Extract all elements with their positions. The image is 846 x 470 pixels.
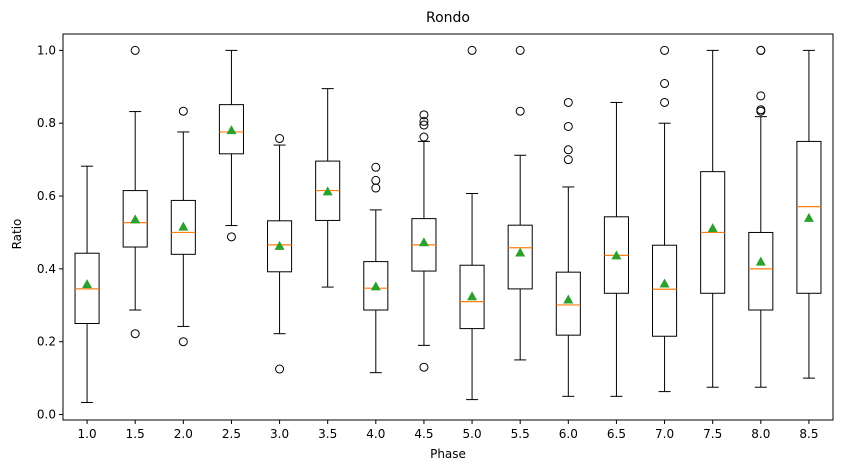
iqr-box xyxy=(363,261,389,311)
x-tick-label: 1.0 xyxy=(78,427,97,441)
iqr-box xyxy=(267,220,293,273)
y-axis-label: Ratio xyxy=(10,219,24,250)
x-tick-label: 4.0 xyxy=(366,427,385,441)
x-tick-label: 5.0 xyxy=(463,427,482,441)
mean-marker xyxy=(226,125,237,135)
iqr-box xyxy=(459,264,485,330)
mean-marker xyxy=(178,221,189,231)
box-1.0 xyxy=(74,165,100,404)
mean-marker xyxy=(82,279,93,289)
x-tick-label: 5.5 xyxy=(511,427,530,441)
box-4.0 xyxy=(363,162,389,374)
outlier-point xyxy=(563,121,573,131)
x-tick-label: 8.0 xyxy=(751,427,770,441)
y-tick-label: 0.4 xyxy=(37,262,56,276)
x-tick-label: 4.5 xyxy=(414,427,433,441)
mean-marker xyxy=(659,278,670,288)
iqr-box xyxy=(218,104,244,155)
y-tick-label: 0.0 xyxy=(37,408,56,422)
outlier-point xyxy=(660,45,670,55)
x-axis-label: Phase xyxy=(430,447,466,461)
outlier-point xyxy=(178,106,188,116)
box-1.5 xyxy=(122,45,148,339)
box-3.5 xyxy=(315,88,341,288)
outlier-point xyxy=(371,175,381,185)
outlier-point xyxy=(756,91,766,101)
plot-area: 0.0 0.2 0.4 0.6 0.8 1.0 1.0 1.5 2.0 2.5 3.0 3.5 4.0 4… xyxy=(37,33,834,441)
outlier-point xyxy=(660,97,670,107)
box-2.5 xyxy=(218,49,244,242)
outlier-point xyxy=(660,79,670,89)
y-tick-label: 0.2 xyxy=(37,335,56,349)
box-7.0 xyxy=(652,45,678,393)
box-8.5 xyxy=(796,49,822,379)
outlier-point xyxy=(756,45,766,55)
iqr-box xyxy=(555,271,581,336)
outlier-point xyxy=(756,105,766,115)
x-tick-label: 6.5 xyxy=(607,427,626,441)
iqr-box xyxy=(170,199,196,255)
y-tick-label: 0.6 xyxy=(37,189,56,203)
outlier-point xyxy=(130,329,140,339)
mean-marker xyxy=(563,294,574,304)
x-tick-label: 8.5 xyxy=(799,427,818,441)
mean-marker xyxy=(274,240,285,250)
box-2.0 xyxy=(170,106,196,347)
outlier-point xyxy=(275,364,285,374)
iqr-box xyxy=(122,190,148,248)
x-tick-label: 1.5 xyxy=(126,427,145,441)
mean-marker xyxy=(130,214,141,224)
outlier-point xyxy=(419,120,429,130)
outlier-point xyxy=(275,134,285,144)
outlier-point xyxy=(130,45,140,55)
mean-marker xyxy=(755,256,766,266)
iqr-box xyxy=(652,244,678,337)
outlier-point xyxy=(563,97,573,107)
outlier-point xyxy=(419,110,429,120)
y-tick-label: 0.8 xyxy=(37,116,56,130)
mean-marker xyxy=(803,212,814,222)
outlier-point xyxy=(178,337,188,347)
mean-marker xyxy=(515,247,526,257)
box-7.5 xyxy=(700,49,726,388)
mean-marker xyxy=(467,291,478,301)
mean-marker xyxy=(370,281,381,291)
box-3.0 xyxy=(267,134,293,374)
box-8.0 xyxy=(748,45,774,388)
mean-marker xyxy=(322,186,333,196)
outlier-point xyxy=(563,155,573,165)
outlier-point xyxy=(419,362,429,372)
mean-marker xyxy=(611,250,622,260)
box-5.5 xyxy=(507,45,533,361)
outlier-point xyxy=(419,132,429,142)
x-tick-label: 3.5 xyxy=(318,427,337,441)
box-5.0 xyxy=(459,45,485,401)
outlier-point xyxy=(563,145,573,155)
outlier-point xyxy=(467,45,477,55)
outlier-point xyxy=(515,106,525,116)
box-6.0 xyxy=(555,97,581,397)
axes-frame xyxy=(62,33,834,421)
y-tick-label: 1.0 xyxy=(37,43,56,57)
x-tick-label: 7.5 xyxy=(703,427,722,441)
chart-title: Rondo xyxy=(426,10,470,26)
outlier-point xyxy=(226,232,236,242)
x-tick-label: 6.0 xyxy=(559,427,578,441)
mean-marker xyxy=(418,237,429,247)
x-tick-label: 2.0 xyxy=(174,427,193,441)
iqr-box xyxy=(748,231,774,311)
outlier-point xyxy=(515,45,525,55)
box-4.5 xyxy=(411,110,437,372)
mean-marker xyxy=(707,223,718,233)
x-tick-label: 7.0 xyxy=(655,427,674,441)
x-tick-label: 3.0 xyxy=(270,427,289,441)
outlier-point xyxy=(419,116,429,126)
iqr-box xyxy=(796,140,822,294)
box-6.5 xyxy=(603,101,629,397)
x-tick-label: 2.5 xyxy=(222,427,241,441)
outlier-point xyxy=(371,162,381,172)
iqr-box xyxy=(507,224,533,290)
